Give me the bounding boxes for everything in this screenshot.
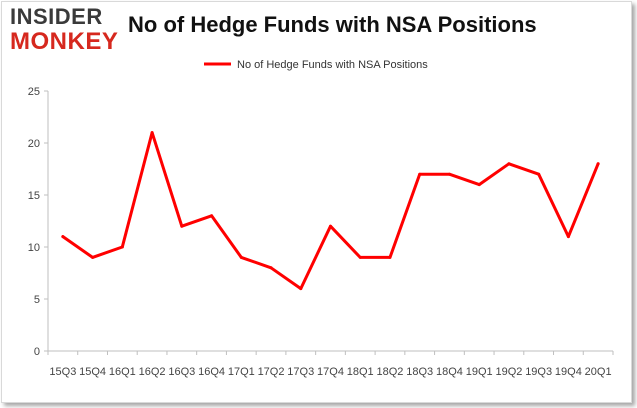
series-line	[61, 131, 600, 291]
y-tick-label: 10	[28, 242, 40, 254]
x-tick-label: 18Q4	[436, 366, 463, 378]
y-tick-label: 5	[34, 294, 40, 306]
x-tick-label: 16Q1	[109, 366, 136, 378]
x-tick-label: 16Q2	[139, 366, 166, 378]
x-tick-label: 18Q1	[347, 366, 374, 378]
data-point	[329, 224, 332, 228]
x-tick-label: 19Q1	[466, 366, 493, 378]
data-point	[91, 255, 95, 259]
data-point	[596, 162, 600, 166]
x-tick-label: 17Q1	[228, 366, 255, 378]
data-point	[61, 235, 65, 239]
x-tick-label: 17Q3	[287, 366, 314, 378]
x-tick-label: 19Q4	[555, 366, 582, 378]
x-tick-label: 19Q2	[495, 366, 522, 378]
data-point	[120, 245, 124, 249]
x-tick-label: 18Q3	[406, 366, 433, 378]
x-tick-label: 20Q1	[585, 366, 612, 378]
data-point	[388, 255, 392, 259]
x-tick-label: 15Q4	[79, 366, 106, 378]
data-point	[537, 172, 541, 176]
data-point	[418, 172, 422, 176]
x-tick-label: 19Q3	[525, 366, 552, 378]
y-tick-label: 0	[34, 346, 40, 358]
data-point	[299, 287, 303, 291]
data-point	[477, 183, 481, 187]
x-tick-label: 16Q3	[168, 366, 195, 378]
data-point	[447, 172, 451, 176]
data-point	[358, 255, 362, 259]
chart-title: No of Hedge Funds with NSA Positions	[128, 12, 537, 37]
data-point	[150, 131, 154, 135]
data-point	[180, 224, 184, 228]
logo-text-bottom: MONKEY	[10, 28, 119, 55]
data-point	[507, 162, 511, 166]
insider-monkey-logo: INSIDER MONKEY	[10, 4, 118, 56]
y-tick-label: 20	[28, 138, 40, 150]
data-point	[269, 266, 273, 270]
data-point	[210, 214, 214, 218]
data-point	[239, 255, 243, 259]
y-tick-label: 25	[28, 86, 40, 98]
x-tick-label: 15Q3	[49, 366, 76, 378]
x-tick-label: 16Q4	[198, 366, 225, 378]
x-tick-label: 17Q4	[317, 366, 344, 378]
data-point	[566, 235, 570, 239]
y-tick-label: 15	[28, 190, 40, 202]
x-tick-label: 17Q2	[258, 366, 285, 378]
logo-text-top: INSIDER	[10, 4, 103, 29]
chart-frame	[1, 1, 632, 403]
x-tick-label: 18Q2	[377, 366, 404, 378]
legend-label: No of Hedge Funds with NSA Positions	[237, 59, 428, 71]
